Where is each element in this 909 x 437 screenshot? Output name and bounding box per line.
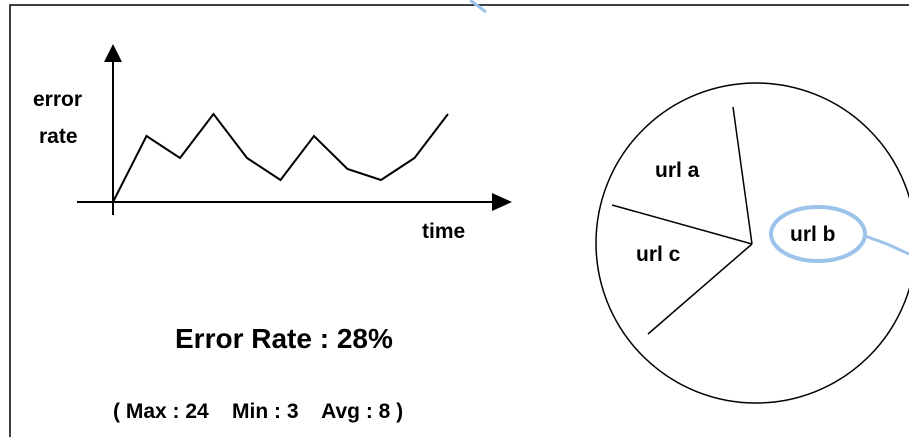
url-b-highlight-ellipse [769,205,867,263]
x-axis-arrow [492,193,512,211]
error-rate-line [112,112,449,203]
error-rate-title: Error Rate : 28% [175,323,393,354]
callout-fragment-top [469,0,487,14]
pie-slice-label-b: url b [790,223,836,246]
pie-slice-label-c: url c [636,243,681,266]
y-axis-arrow [104,44,122,62]
y-axis-label-line1: error [33,88,82,111]
error-rate-stats: ( Max : 24 Min : 3 Avg : 8 ) [113,400,403,423]
pie-divider-a-b [732,106,753,245]
pie-outline [595,82,909,404]
pie-divider-b-c [647,243,753,335]
frame [9,4,909,437]
pie-divider-c-a [611,204,753,245]
x-axis-label: time [422,220,465,243]
url-b-callout-line [864,234,909,256]
y-axis-label-line2: rate [39,125,78,148]
pie-slice-label-a: url a [655,159,700,182]
